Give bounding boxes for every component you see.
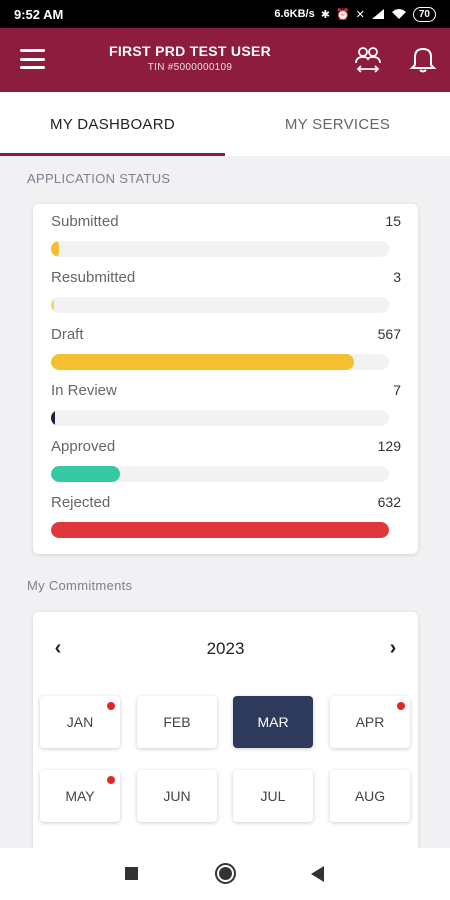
month-label: MAY [65,788,95,804]
status-count: 632 [377,494,401,510]
status-bar-fill [51,522,389,538]
month-jan[interactable]: JAN [40,696,120,748]
status-label: Draft [51,326,84,343]
month-label: FEB [163,714,191,730]
status-time: 9:52 AM [14,6,64,22]
application-status-card: Submitted 15 Resubmitted 3 Draft 567 In … [33,204,418,554]
commitment-dot [107,702,115,710]
commitments-card: ‹ 2023 › JAN FEB MAR APR MAY JUN JUL AUG [33,612,418,872]
status-label: Resubmitted [51,269,136,286]
user-tin: TIN #5000000109 [147,62,233,73]
year-label: 2023 [206,639,245,658]
commitment-dot [397,702,405,710]
status-bar-track [51,410,389,426]
month-label: AUG [354,788,386,804]
menu-icon[interactable] [20,49,45,69]
month-apr[interactable]: APR [330,696,410,748]
mute-icon: ✕ [355,8,365,21]
status-label: Approved [51,438,116,455]
status-row-draft[interactable]: Draft 567 [51,326,401,376]
status-bar-fill [51,354,355,370]
year-navigator: ‹ 2023 › [33,637,418,661]
status-count: 129 [377,438,401,454]
status-bar-track [51,297,389,313]
wifi-icon [391,9,406,19]
status-bar: 9:52 AM 6.6KB/s ✱ ⏰ ✕ 70 [0,0,450,28]
month-label: APR [355,714,385,730]
chevron-right-icon[interactable]: › [389,637,397,659]
status-bar-fill [51,241,60,257]
status-count: 15 [385,213,401,229]
month-jun[interactable]: JUN [137,770,217,822]
commitments-title: My Commitments [27,578,133,593]
bluetooth-icon: ✱ [320,8,330,21]
month-mar[interactable]: MAR [233,696,313,748]
network-speed: 6.6KB/s [274,8,315,20]
status-row-in-review[interactable]: In Review 7 [51,382,401,432]
status-bar-fill [51,410,55,426]
status-row-rejected[interactable]: Rejected 632 [51,494,401,544]
status-bar-track [51,354,389,370]
month-label: JAN [66,714,94,730]
battery-indicator: 70 [412,6,436,22]
status-label: Rejected [51,494,111,511]
month-label: MAR [257,714,289,730]
alarm-icon: ⏰ [335,8,350,21]
status-row-approved[interactable]: Approved 129 [51,438,401,488]
status-bar-track [51,522,389,538]
user-name: FIRST PRD TEST USER [108,43,272,59]
status-bar-fill [51,466,120,482]
status-icons: 6.6KB/s ✱ ⏰ ✕ 70 [274,6,436,22]
system-nav-bar [0,848,450,900]
month-label: JUL [260,788,286,804]
back-triangle-icon[interactable] [311,866,324,882]
month-jul[interactable]: JUL [233,770,313,822]
status-bar-fill [51,297,54,313]
user-info: FIRST PRD TEST USER TIN #5000000109 [100,43,280,73]
month-aug[interactable]: AUG [330,770,410,822]
tab-my-services[interactable]: MY SERVICES [284,115,391,133]
recents-square-icon[interactable] [125,867,138,880]
commitment-dot [107,776,115,784]
status-row-submitted[interactable]: Submitted 15 [51,213,401,263]
signal-icon [371,9,384,19]
status-count: 7 [393,382,401,398]
chevron-left-icon[interactable]: ‹ [54,637,62,659]
status-bar-track [51,466,389,482]
tab-my-dashboard[interactable]: MY DASHBOARD [0,92,225,156]
month-feb[interactable]: FEB [137,696,217,748]
app-header: FIRST PRD TEST USER TIN #5000000109 [0,28,450,92]
month-may[interactable]: MAY [40,770,120,822]
bell-icon[interactable] [409,44,437,74]
application-status-title: APPLICATION STATUS [27,171,171,186]
home-circle-icon[interactable] [215,863,236,884]
status-count: 3 [393,269,401,285]
tab-bar: MY DASHBOARD MY SERVICES [0,92,450,156]
status-bar-track [51,241,389,257]
month-label: JUN [163,788,191,804]
status-row-resubmitted[interactable]: Resubmitted 3 [51,269,401,319]
status-label: In Review [51,382,117,399]
switch-users-icon[interactable] [353,44,383,74]
status-count: 567 [377,326,401,342]
status-label: Submitted [51,213,119,230]
